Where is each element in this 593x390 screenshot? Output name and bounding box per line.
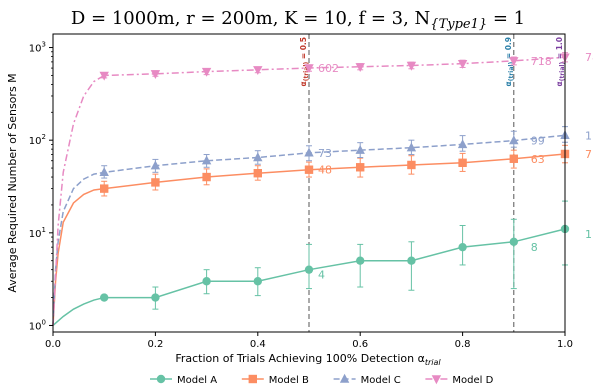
x-tick-label: 0.6	[352, 339, 368, 350]
data-point	[253, 277, 262, 286]
plot-area: α(trial) = 0.5 α(trial) = 0.9 α(trial) = 1…	[29, 33, 593, 350]
legend-item: Model D	[425, 375, 494, 386]
data-point	[509, 237, 518, 246]
y-axis-label: Average Required Number of Sensors M	[6, 73, 19, 292]
legend-label: Model B	[269, 375, 309, 386]
legend-label: Model A	[177, 375, 217, 386]
data-point	[355, 144, 365, 154]
y-tick-label: 103	[29, 41, 46, 55]
legend-item: Model B	[241, 374, 309, 386]
value-label: 8	[531, 241, 538, 254]
data-point	[356, 163, 365, 172]
reference-line-label: α(trial) = 1.0	[555, 37, 566, 86]
data-point	[253, 152, 263, 162]
data-point	[100, 293, 109, 302]
value-label: 99	[531, 135, 545, 148]
value-label: 71	[585, 148, 593, 161]
value-label: 73	[318, 147, 332, 160]
data-point	[100, 184, 109, 193]
data-point	[406, 61, 417, 71]
data-point	[201, 67, 212, 77]
data-point	[406, 142, 417, 152]
x-tick-label: 0.8	[455, 339, 471, 350]
data-point	[201, 155, 212, 165]
data-point	[151, 293, 160, 302]
series-model-c	[52, 126, 570, 326]
data-point	[431, 375, 442, 385]
reference-line-label: α(trial) = 0.5	[299, 37, 310, 86]
legend-label: Model D	[452, 375, 493, 386]
series-model-d	[52, 52, 570, 326]
plot-frame	[52, 33, 566, 333]
legend-item: Model A	[150, 374, 217, 386]
series-model-a	[52, 200, 570, 327]
data-point	[509, 135, 519, 145]
x-tick-label: 0.2	[147, 339, 163, 350]
data-point	[150, 160, 161, 170]
data-point	[339, 373, 350, 383]
value-label: 602	[318, 62, 339, 75]
data-point	[304, 165, 314, 174]
reference-line-label: α(trial) = 0.9	[504, 37, 515, 86]
data-point	[407, 160, 416, 170]
x-tick-label: 1.0	[557, 339, 573, 350]
value-label: 48	[318, 164, 332, 177]
value-label: 113	[585, 129, 593, 142]
x-axis-label: Fraction of Trials Achieving 100% Detect…	[175, 352, 441, 367]
data-point	[509, 57, 519, 67]
data-point	[202, 172, 211, 182]
x-tick-label: 0.4	[250, 339, 266, 350]
data-point	[99, 71, 109, 81]
data-point	[457, 59, 468, 69]
value-label: 4	[318, 269, 325, 282]
series-line	[52, 56, 566, 326]
data-point	[407, 256, 416, 265]
series-model-b	[52, 144, 570, 326]
legend-label: Model C	[361, 375, 401, 386]
value-label: 786	[585, 51, 593, 64]
value-label: 11	[585, 228, 593, 241]
data-point	[304, 147, 314, 157]
legend: Model A Model B Model C Model D	[150, 373, 494, 386]
value-label: 63	[531, 153, 545, 166]
data-point	[458, 242, 467, 252]
data-point	[355, 63, 365, 72]
data-point	[248, 374, 257, 384]
data-point	[253, 66, 263, 76]
chart-title: D = 1000m, r = 200m, K = 10, f = 3, N{Ty…	[71, 8, 525, 32]
data-point	[151, 178, 160, 187]
y-tick-label: 100	[29, 318, 46, 332]
x-tick-label: 0.0	[45, 339, 61, 350]
data-point	[156, 374, 166, 384]
data-point	[509, 154, 518, 163]
data-point	[458, 158, 467, 167]
data-point	[253, 169, 262, 178]
y-tick-label: 102	[29, 133, 46, 147]
data-point	[457, 139, 468, 149]
data-point	[304, 64, 314, 74]
data-point	[356, 256, 365, 265]
y-tick-label: 101	[29, 226, 46, 240]
data-point	[150, 70, 161, 80]
value-label: 718	[531, 55, 552, 68]
data-point	[304, 265, 314, 274]
data-point	[99, 167, 109, 177]
legend-item: Model C	[333, 373, 401, 386]
data-point	[202, 277, 211, 286]
